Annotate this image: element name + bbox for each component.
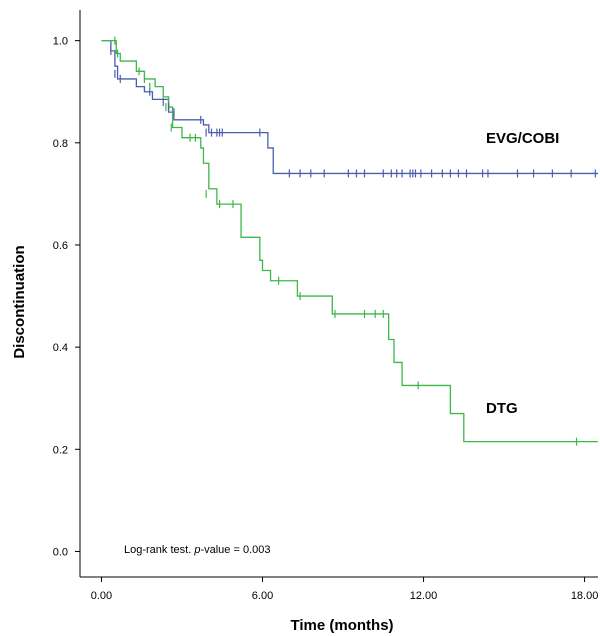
y-tick-label: 0.0 bbox=[53, 546, 68, 558]
x-axis-title: Time (months) bbox=[290, 617, 393, 634]
logrank-annotation: Log-rank test. p-value = 0.003 bbox=[124, 544, 270, 556]
y-tick-label: 0.8 bbox=[53, 138, 68, 150]
y-tick-label: 0.4 bbox=[53, 342, 68, 354]
series-layer bbox=[101, 39, 598, 443]
x-tick-label: 6.00 bbox=[252, 590, 273, 602]
annotation-prefix: Log-rank test. bbox=[124, 544, 194, 556]
series-label-dtg: DTG bbox=[486, 400, 518, 417]
y-tick-label: 1.0 bbox=[53, 36, 68, 48]
series-line-evg-cobi bbox=[101, 39, 598, 175]
x-tick-label: 0.00 bbox=[91, 590, 112, 602]
censor-layer bbox=[110, 36, 596, 446]
series-line-dtg bbox=[101, 39, 598, 443]
ticks: 0.0 0.2 0.4 0.6 0.8 1.0 0.00 6.00 12.00 18.00 bbox=[53, 36, 599, 602]
x-tick-label: 12.00 bbox=[410, 590, 438, 602]
axes bbox=[79, 10, 598, 578]
annotation-p: p bbox=[193, 544, 200, 556]
annotation-suffix: -value = 0.003 bbox=[200, 544, 270, 556]
y-axis-title: Discontinuation bbox=[11, 245, 28, 358]
x-tick-label: 18.00 bbox=[571, 590, 599, 602]
series-label-evg-cobi: EVG/COBI bbox=[486, 130, 559, 147]
y-tick-label: 0.6 bbox=[53, 240, 68, 252]
y-tick-label: 0.2 bbox=[53, 444, 68, 456]
